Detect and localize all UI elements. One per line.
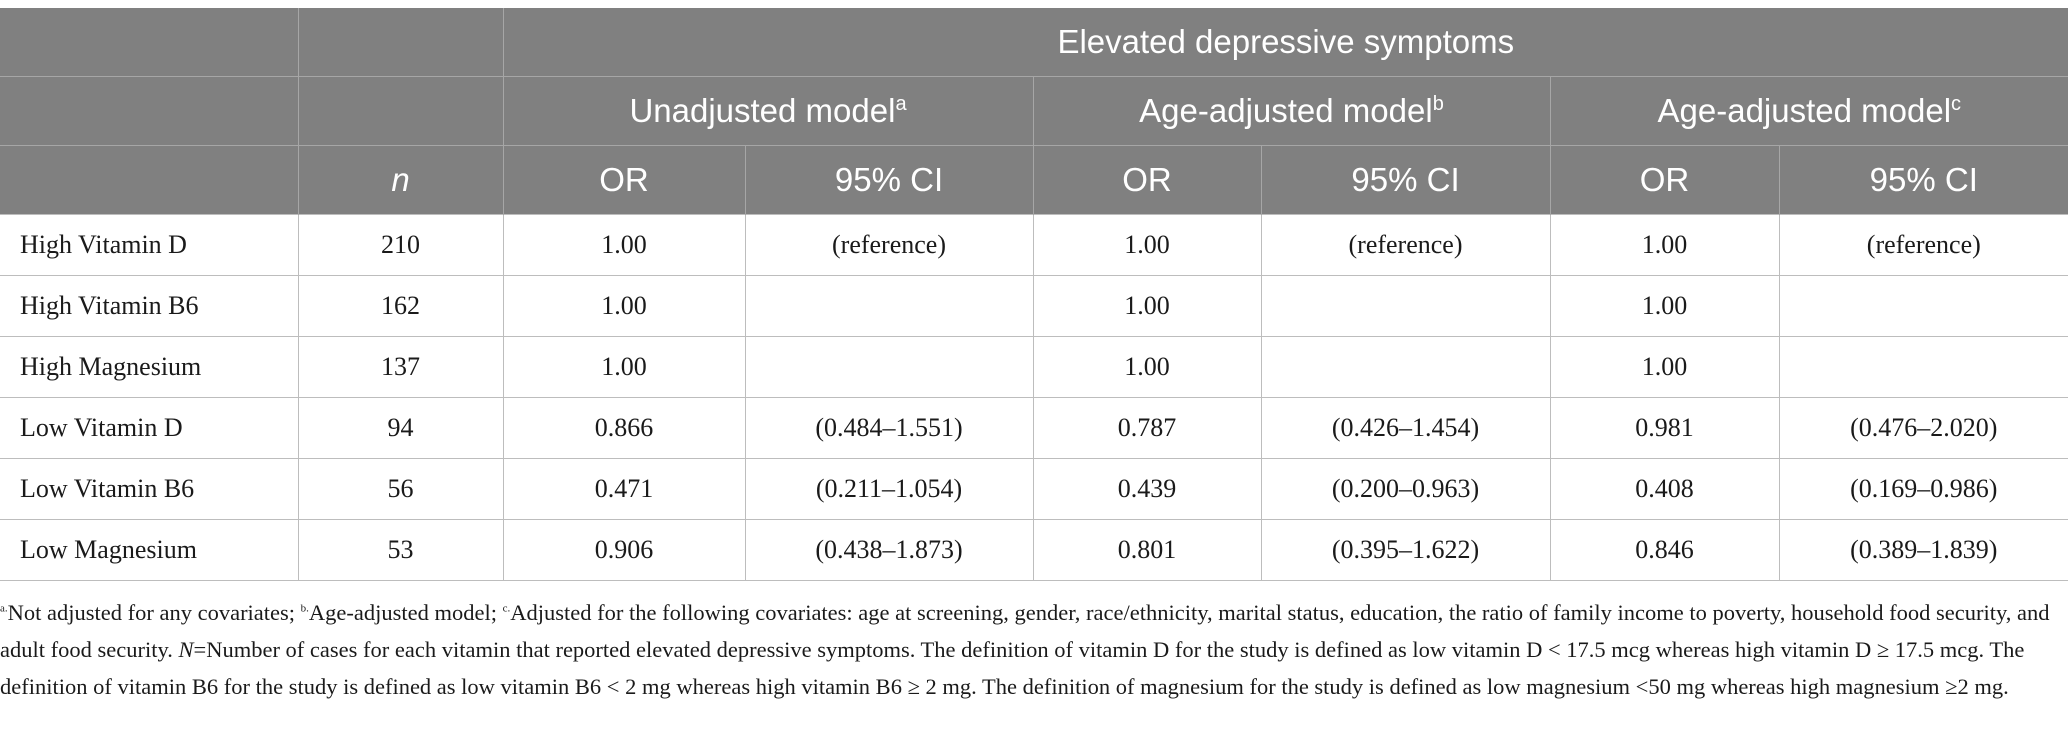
or-cell: 0.439 — [1032, 458, 1262, 520]
model-label: Age-adjusted model — [1139, 92, 1433, 129]
ci-cell: (0.476–2.020) — [1778, 397, 2068, 459]
or-cell: 1.00 — [1549, 275, 1780, 337]
row-label: Low Vitamin D — [0, 397, 299, 459]
model-sup: b — [1432, 93, 1444, 115]
or-header: OR — [502, 145, 745, 215]
model-sup: a — [895, 93, 907, 115]
header-blank-mid — [0, 76, 298, 146]
or-cell: 1.00 — [502, 336, 746, 398]
or-header: OR — [1549, 145, 1779, 215]
ci-cell: (reference) — [1260, 214, 1551, 276]
ci-cell — [744, 275, 1034, 337]
results-table: Elevated depressive symptoms Unadjusted … — [0, 8, 2068, 581]
group-title: Elevated depressive symptoms — [502, 8, 2068, 77]
n-cell: 210 — [297, 214, 504, 276]
header-row-1: Elevated depressive symptoms — [0, 8, 2068, 77]
footnote-rest-text: =Number of cases for each vitamin that r… — [0, 637, 2025, 699]
or-cell: 1.00 — [1032, 336, 1262, 398]
model-header-unadjusted: Unadjusted modela — [502, 76, 1033, 146]
footnote-c-text: Adjusted for the following covariates: a… — [0, 600, 2050, 662]
n-cell: 94 — [297, 397, 504, 459]
ci-header: 95% CI — [1260, 145, 1550, 215]
or-cell: 0.846 — [1549, 519, 1780, 581]
table-row: Low Vitamin D 94 0.866 (0.484–1.551) 0.7… — [0, 397, 2068, 459]
model-label: Age-adjusted model — [1657, 92, 1952, 129]
footnote-n-symbol: N — [178, 637, 194, 662]
ci-cell — [1260, 275, 1551, 337]
row-label: High Vitamin D — [0, 214, 299, 276]
or-cell: 1.00 — [502, 275, 746, 337]
footnote-mark-b: b. — [300, 602, 309, 615]
or-cell: 1.00 — [1032, 214, 1262, 276]
ci-cell — [1778, 336, 2068, 398]
n-cell: 137 — [297, 336, 504, 398]
ci-cell: (reference) — [744, 214, 1034, 276]
n-cell: 162 — [297, 275, 504, 337]
n-cell: 56 — [297, 458, 504, 520]
ci-cell: (0.200–0.963) — [1260, 458, 1551, 520]
table-row: High Magnesium 137 1.00 1.00 1.00 — [0, 336, 2068, 398]
n-header: n — [297, 145, 503, 215]
footnote-mark-a: a. — [0, 602, 8, 615]
ci-header: 95% CI — [1778, 145, 2068, 215]
or-cell: 0.471 — [502, 458, 746, 520]
ci-cell: (0.389–1.839) — [1778, 519, 2068, 581]
or-cell: 1.00 — [1032, 275, 1262, 337]
table-footnote: a.Not adjusted for any covariates; b.Age… — [0, 594, 2060, 705]
ci-cell: (reference) — [1778, 214, 2068, 276]
or-cell: 0.801 — [1032, 519, 1262, 581]
n-cell: 53 — [297, 519, 504, 581]
table-row: Low Magnesium 53 0.906 (0.438–1.873) 0.8… — [0, 519, 2068, 581]
header-blank-bottom — [0, 145, 298, 215]
row-label: High Magnesium — [0, 336, 299, 398]
or-header: OR — [1032, 145, 1261, 215]
header-row-2: Unadjusted modela Age-adjusted modelb Ag… — [0, 76, 2068, 146]
table-row: High Vitamin D 210 1.00 (reference) 1.00… — [0, 214, 2068, 276]
model-header-age-adjusted-c: Age-adjusted modelc — [1549, 76, 2068, 146]
ci-cell — [1778, 275, 2068, 337]
or-cell: 0.787 — [1032, 397, 1262, 459]
table-container: Elevated depressive symptoms Unadjusted … — [0, 8, 2068, 581]
or-cell: 1.00 — [502, 214, 746, 276]
or-cell: 1.00 — [1549, 214, 1780, 276]
table-row: High Vitamin B6 162 1.00 1.00 1.00 — [0, 275, 2068, 337]
header-blank-top — [0, 8, 298, 77]
model-header-age-adjusted-b: Age-adjusted modelb — [1032, 76, 1550, 146]
ci-cell — [1260, 336, 1551, 398]
footnote-b-text: Age-adjusted model; — [308, 600, 503, 625]
ci-cell: (0.169–0.986) — [1778, 458, 2068, 520]
model-sup: c — [1951, 93, 1962, 115]
model-label: Unadjusted model — [629, 92, 896, 129]
header-blank-top-n — [297, 8, 503, 77]
or-cell: 0.408 — [1549, 458, 1780, 520]
or-cell: 1.00 — [1549, 336, 1780, 398]
footnote-mark-c: c. — [502, 602, 511, 615]
row-label: Low Magnesium — [0, 519, 299, 581]
or-cell: 0.906 — [502, 519, 746, 581]
row-label: High Vitamin B6 — [0, 275, 299, 337]
ci-cell: (0.211–1.054) — [744, 458, 1034, 520]
ci-header: 95% CI — [744, 145, 1033, 215]
ci-cell: (0.438–1.873) — [744, 519, 1034, 581]
header-row-3: n OR 95% CI OR 95% CI OR 95% CI — [0, 145, 2068, 215]
footnote-a-text: Not adjusted for any covariates; — [7, 600, 301, 625]
or-cell: 0.866 — [502, 397, 746, 459]
table-row: Low Vitamin B6 56 0.471 (0.211–1.054) 0.… — [0, 458, 2068, 520]
header-blank-mid-n — [297, 76, 503, 146]
ci-cell — [744, 336, 1034, 398]
ci-cell: (0.484–1.551) — [744, 397, 1034, 459]
or-cell: 0.981 — [1549, 397, 1780, 459]
ci-cell: (0.395–1.622) — [1260, 519, 1551, 581]
row-label: Low Vitamin B6 — [0, 458, 299, 520]
ci-cell: (0.426–1.454) — [1260, 397, 1551, 459]
